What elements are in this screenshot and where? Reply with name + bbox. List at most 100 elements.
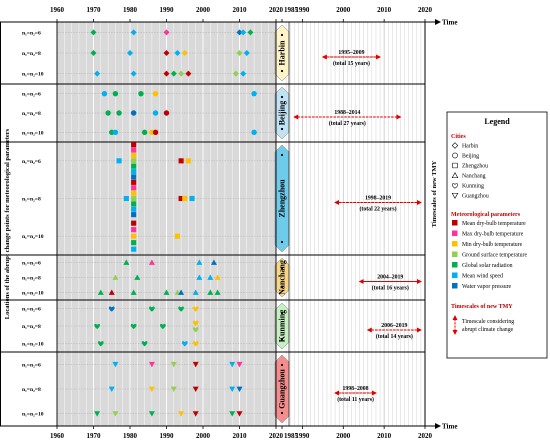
right-axis-tick-label: 2010: [377, 432, 392, 440]
legend-param-swatch: [452, 272, 458, 278]
change-point-marker: [192, 341, 199, 347]
left-axis-tick-label: 2000: [196, 432, 211, 440]
tmy-periods: 1995–2009 (total 15 years) 1988–2014 (total…: [293, 50, 422, 403]
left-axis-tick-label: 2010: [233, 432, 248, 440]
change-point-marker: [112, 129, 119, 136]
change-point-marker: [131, 179, 137, 185]
legend-param-swatch: [452, 241, 458, 247]
change-point-marker: [152, 129, 159, 136]
change-point-marker: [192, 386, 199, 392]
legend-param-label: Mean wind speed: [462, 274, 503, 280]
legend-city-marker: [451, 172, 459, 179]
legend-param-swatch: [452, 220, 458, 226]
row-label: n₁=n₂=8: [22, 276, 41, 282]
change-point-marker: [192, 289, 199, 295]
tmy-period-total: (total 16 years): [372, 285, 409, 292]
change-point-marker: [214, 289, 221, 295]
legend-param-swatch: [452, 251, 458, 257]
change-point-marker: [97, 341, 104, 347]
change-point-marker: [116, 158, 122, 164]
legend-box: [446, 111, 548, 359]
left-axis-tick-label: 1980: [123, 432, 138, 440]
change-point-marker: [112, 274, 119, 280]
change-point-marker: [232, 70, 239, 77]
change-point-marker: [131, 174, 137, 180]
city-name-label: Guangzhou: [278, 369, 287, 409]
change-point-marker: [90, 50, 97, 56]
change-point-marker: [123, 259, 130, 265]
left-axis-tick-label: 1960: [50, 432, 65, 440]
change-point-marker: [116, 110, 122, 116]
city-name-label: Beijing: [278, 101, 287, 125]
change-point-marker: [148, 386, 155, 392]
change-point-marker: [131, 185, 137, 191]
change-point-marker: [229, 361, 236, 368]
change-point-marker: [251, 129, 257, 136]
change-point-marker: [90, 29, 97, 36]
change-point-marker: [131, 233, 137, 239]
change-point-marker: [130, 70, 137, 77]
change-point-marker: [131, 169, 137, 175]
row-label: n₁=n₂=10: [22, 412, 44, 418]
change-point-marker: [108, 289, 115, 295]
change-point-marker: [236, 361, 243, 368]
legend-city-marker: [452, 152, 458, 159]
city-labels: Harbin Beijing Zhengzhou Nanchang Kunming Gua…: [274, 24, 290, 424]
change-point-marker: [141, 129, 148, 136]
change-point-marker: [178, 70, 185, 77]
change-point-marker: [131, 195, 137, 202]
axes: n₁=n₂=6 n₁=n₂=8 n₁=n₂=10 n₁=n₂=6 n₁=n₂=8 n₁=n…: [0, 6, 457, 440]
change-point-marker: [192, 361, 199, 368]
change-point-marker: [131, 147, 137, 153]
legend-param-swatch: [452, 230, 458, 236]
row-label: n₁=n₂=6: [22, 362, 41, 368]
change-point-marker: [97, 289, 104, 295]
legend-city-label: Guangzhou: [462, 194, 489, 200]
legend-tmy-title: Timescales of new TMY: [451, 304, 513, 310]
change-point-marker: [243, 50, 250, 56]
change-point-marker: [131, 163, 137, 169]
tmy-period-total: (total 15 years): [333, 60, 370, 67]
change-point-marker: [163, 50, 170, 56]
left-axis-tick-label: 2010: [233, 6, 248, 14]
right-axis-tick-label: 1990: [295, 6, 310, 14]
change-point-marker: [131, 158, 137, 164]
legend-param-label: Max dry-bulb temperature: [462, 232, 524, 238]
right-axis-tick-label: 2000: [336, 6, 351, 14]
ribbon-dot: [280, 69, 284, 73]
city-name-label: Harbin: [278, 40, 287, 65]
change-point-marker: [210, 259, 217, 265]
change-point-marker: [101, 90, 108, 97]
legend-param-swatch: [452, 283, 458, 289]
change-point-marker: [131, 190, 137, 196]
change-point-marker: [207, 289, 214, 295]
right-axis-tick-label: 2000: [336, 432, 351, 440]
change-point-marker: [149, 306, 155, 312]
right-axis-tick-label: 1985: [284, 6, 299, 14]
change-point-marker: [236, 50, 243, 56]
row-label: n₁=n₂=8: [22, 51, 41, 57]
time-axis-label: Time: [442, 423, 457, 431]
tmy-period-total: (total 11 years): [337, 396, 374, 403]
change-point-marker: [207, 274, 214, 280]
tmy-period-label: 1998–2008: [342, 386, 368, 392]
change-point-marker: [130, 323, 137, 329]
change-point-marker: [196, 274, 203, 280]
change-point-marker: [108, 386, 115, 392]
tmy-period-total: (total 14 years): [376, 333, 413, 340]
tmy-period-label: 2006–2019: [381, 323, 407, 329]
left-axis-tick-label: 1960: [50, 6, 65, 14]
change-point-marker: [182, 195, 188, 202]
legend-param-label: Mean dry-bulb temperature: [462, 221, 526, 227]
legend-tmy-label: Timescale considering: [462, 319, 514, 325]
change-point-marker: [131, 201, 137, 207]
change-point-marker: [178, 158, 184, 164]
row-label: n₁=n₂=6: [22, 159, 41, 165]
change-point-marker: [131, 152, 137, 159]
change-point-marker: [192, 306, 199, 312]
change-point-marker: [185, 70, 192, 77]
ribbon-dot: [280, 337, 284, 341]
tmy-period-label: 2004–2019: [377, 275, 403, 281]
right-panel-bg: [282, 22, 425, 426]
ribbon-dot: [280, 266, 284, 270]
